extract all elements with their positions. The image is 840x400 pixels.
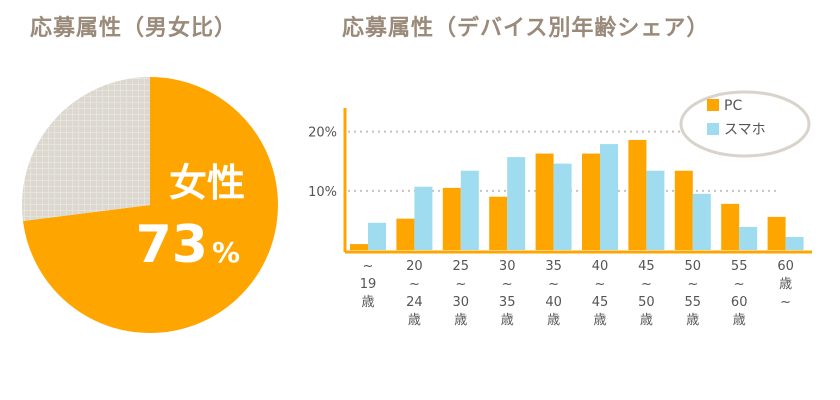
- bar-smartphone: [368, 222, 386, 250]
- x-tick-label: 45 ~50 歳: [638, 259, 655, 328]
- x-tick-label: 25 ~30 歳: [453, 259, 470, 328]
- y-tick-label: 10%: [308, 185, 337, 200]
- bar-pc: [674, 170, 693, 250]
- bar-pc: [721, 203, 740, 250]
- bar-smartphone: [414, 186, 433, 250]
- x-tick-label: ~19 歳: [360, 259, 377, 310]
- bar-smartphone: [507, 157, 526, 250]
- bar-smartphone: [646, 170, 665, 250]
- bar-smartphone: [785, 236, 804, 250]
- bar-chart-title: 応募属性（デバイス別年齢シェア）: [342, 16, 710, 41]
- pie-slice-female: [23, 77, 278, 333]
- x-tick-label: 30 ~35 歳: [499, 259, 516, 328]
- pie-slice-other: [21, 77, 150, 222]
- bar-pc: [767, 216, 786, 250]
- x-tick-label: 50 ~55 歳: [685, 259, 702, 328]
- legend: PC スマホ: [679, 90, 811, 158]
- pie-label-name: 女性: [169, 161, 245, 205]
- y-tick-label: 20%: [308, 126, 337, 141]
- x-tick-label: 55 ~60 歳: [731, 259, 748, 328]
- x-tick-label: 40 ~45 歳: [592, 259, 609, 328]
- legend-swatch-smartphone: [707, 123, 719, 135]
- pie-chart-title: 応募属性（男女比）: [30, 16, 238, 41]
- x-tick-label: 60 歳~: [777, 259, 794, 310]
- bar-smartphone: [460, 170, 479, 250]
- bar-smartphone: [600, 144, 618, 250]
- bar-pc: [350, 244, 368, 250]
- legend-swatch-pc: [707, 99, 719, 111]
- bar-pc: [442, 187, 461, 250]
- bar-pc: [396, 218, 415, 250]
- bar-smartphone: [553, 163, 572, 250]
- bar-pc: [489, 196, 508, 250]
- pie-label-value: 73: [136, 215, 208, 275]
- legend-label-smartphone: スマホ: [724, 122, 766, 138]
- bar-pc: [628, 139, 647, 250]
- bar-pc: [535, 153, 554, 250]
- x-tick-label: 20 ~24 歳: [406, 259, 423, 328]
- legend-label-pc: PC: [724, 98, 742, 114]
- pie-label-unit: %: [212, 236, 240, 269]
- x-tick-label: 35 ~40 歳: [545, 259, 562, 328]
- bar-smartphone: [692, 193, 711, 250]
- bar-smartphone: [739, 226, 758, 250]
- bar-pc: [582, 153, 600, 250]
